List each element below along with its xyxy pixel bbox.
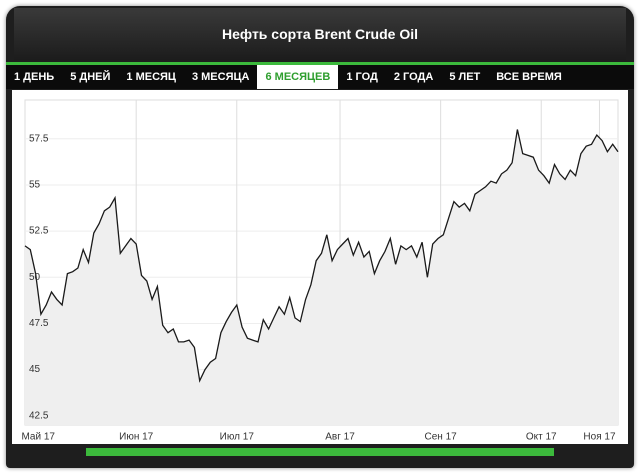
range-tab[interactable]: 5 ЛЕТ <box>449 71 481 83</box>
y-tick-label: 42.5 <box>29 410 49 421</box>
range-tab[interactable]: 1 ДЕНЬ <box>14 71 55 83</box>
y-tick-label: 55 <box>29 180 41 191</box>
range-tab[interactable]: ВСЕ ВРЕМЯ <box>496 71 562 83</box>
x-tick-label: Май 17 <box>21 432 55 443</box>
x-tick-label: Июл 17 <box>220 432 255 443</box>
x-tick-label: Авг 17 <box>325 432 355 443</box>
chart: Май 17 Июн 17 Июл 17 Авг 17 Сен 17 Окт 17 Ноя … <box>21 99 619 443</box>
range-tab[interactable]: 2 ГОДА <box>393 71 434 83</box>
y-tick-label: 47.5 <box>29 318 49 329</box>
x-tick-label: Ноя 17 <box>583 432 616 443</box>
range-tab[interactable]: 5 ДНЕЙ <box>70 71 111 83</box>
tab-bar: 1 ДЕНЬ 5 ДНЕЙ 1 МЕСЯЦ 3 МЕСЯЦА 6 МЕСЯЦЕВ 1 ГО… <box>6 65 634 89</box>
price-line <box>24 129 619 383</box>
area-fill <box>25 129 618 425</box>
range-tab[interactable]: 1 МЕСЯЦ <box>126 71 176 83</box>
y-tick-label: 45 <box>29 364 41 375</box>
plot-panel: Май 17 Июн 17 Июл 17 Авг 17 Сен 17 Окт 17 Ноя … <box>12 90 628 444</box>
range-tab[interactable]: 1 ГОД <box>346 71 378 83</box>
x-tick-label: Сен 17 <box>425 432 458 443</box>
accent-bar <box>86 448 554 456</box>
x-tick-label: Окт 17 <box>526 432 557 443</box>
range-tab[interactable]: 3 МЕСЯЦА <box>191 71 250 83</box>
accent-line <box>6 62 634 65</box>
widget-title: Нефть сорта Brent Crude Oil <box>14 8 626 60</box>
range-tab[interactable]: 6 МЕСЯЦЕВ <box>257 65 339 89</box>
y-tick-label: 57.5 <box>29 133 49 144</box>
y-tick-label: 50 <box>29 272 41 283</box>
widget-frame: Нефть сорта Brent Crude Oil 1 ДЕНЬ 5 ДНЕЙ… <box>6 6 634 468</box>
y-tick-label: 52.5 <box>29 226 49 237</box>
x-tick-label: Июн 17 <box>119 432 154 443</box>
